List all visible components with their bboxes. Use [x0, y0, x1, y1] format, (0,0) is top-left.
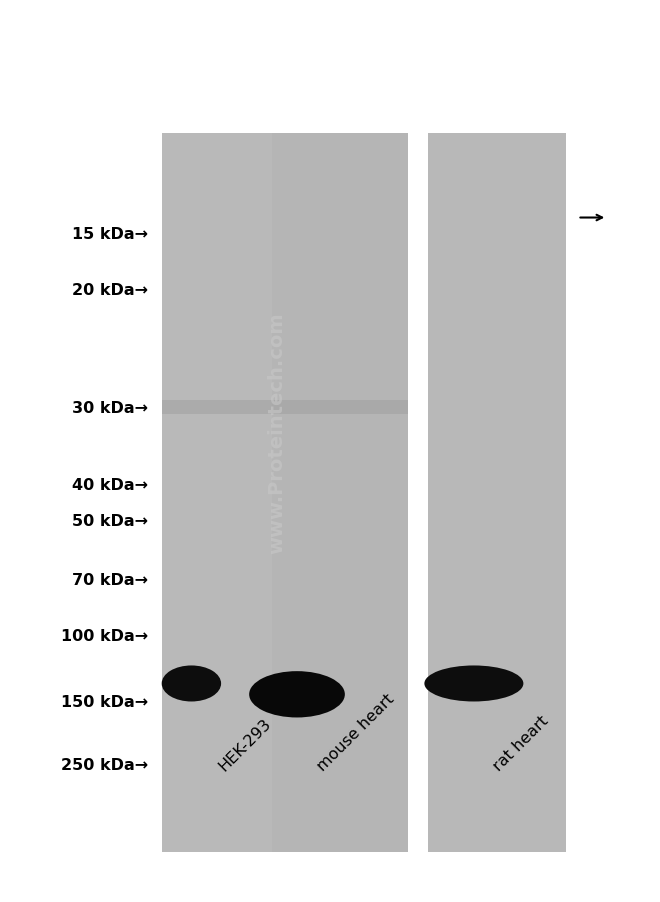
Ellipse shape: [424, 666, 523, 702]
Text: HEK-293: HEK-293: [216, 715, 274, 773]
Text: 50 kDa→: 50 kDa→: [73, 514, 148, 529]
Text: 20 kDa→: 20 kDa→: [73, 283, 148, 298]
Text: 15 kDa→: 15 kDa→: [73, 227, 148, 242]
Text: 150 kDa→: 150 kDa→: [61, 695, 148, 709]
Ellipse shape: [249, 671, 345, 718]
Text: mouse heart: mouse heart: [314, 690, 397, 773]
Bar: [428, 133, 566, 852]
Bar: [162, 133, 408, 852]
Text: 30 kDa→: 30 kDa→: [73, 400, 148, 415]
Ellipse shape: [162, 666, 221, 702]
Bar: [162, 400, 408, 415]
Text: 100 kDa→: 100 kDa→: [61, 629, 148, 643]
Text: 250 kDa→: 250 kDa→: [61, 758, 148, 772]
Text: rat heart: rat heart: [490, 713, 551, 773]
Bar: [162, 133, 273, 852]
Text: www.Proteintech.com: www.Proteintech.com: [268, 312, 286, 554]
Text: 40 kDa→: 40 kDa→: [73, 478, 148, 492]
Text: 70 kDa→: 70 kDa→: [73, 573, 148, 587]
